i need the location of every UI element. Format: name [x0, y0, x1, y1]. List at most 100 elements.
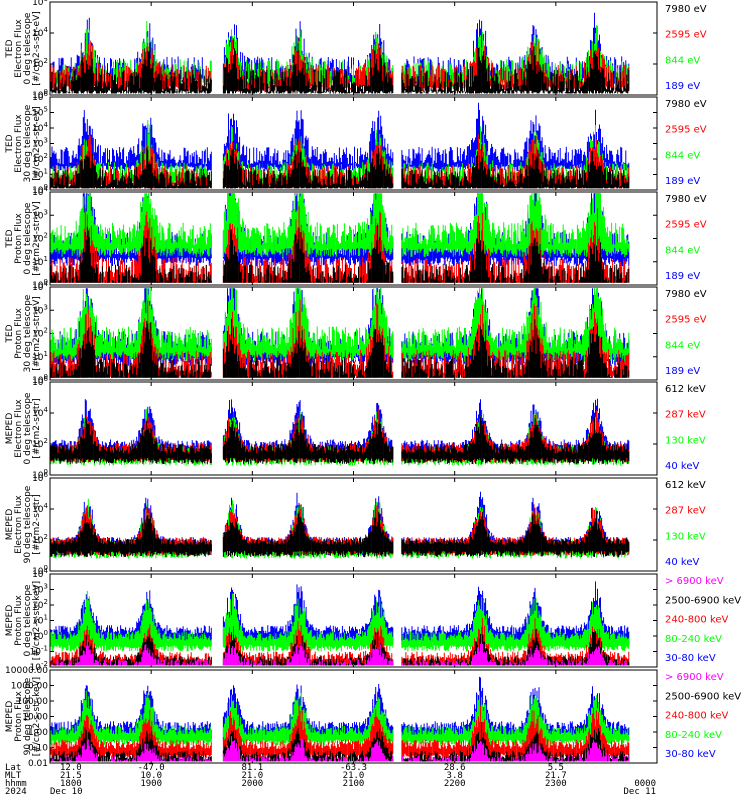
y-tick-label: 104	[32, 121, 48, 134]
mlt-label: MLT	[5, 771, 22, 781]
legend-entry: > 6900 keV	[665, 672, 724, 683]
y-tick-label: 106	[32, 471, 48, 484]
mlt-value: 21.0	[343, 771, 365, 781]
legend-entry: 240-800 keV	[665, 615, 729, 626]
legend-entry: 189 eV	[665, 176, 700, 187]
lat-value: -63.3	[340, 763, 367, 773]
y-axis-label: TEDProton Flux0 deg telescope[#/cm2-s-st…	[5, 201, 42, 276]
mlt-value: 10.0	[140, 771, 162, 781]
y-axis-label: TEDElectron Flux0 deg telescope[#/cm2-s-…	[5, 11, 42, 86]
y-tick-label: 101	[32, 614, 48, 627]
y-tick-label: 102	[32, 232, 48, 245]
y-tick-label: 1.00	[28, 728, 48, 738]
series-green	[50, 193, 630, 258]
legend-entry: 130 keV	[665, 531, 706, 542]
y-tick-label: 10000.00	[5, 666, 48, 676]
y-tick-label: 103	[32, 137, 48, 150]
y-tick-label: 101	[32, 168, 48, 181]
y-tick-label: 102	[32, 327, 48, 340]
legend-entry: 30-80 keV	[665, 749, 716, 760]
y-tick-label: 103	[32, 583, 48, 596]
y-tick-label: 10.00	[22, 713, 48, 723]
panel-8: 0.01 0.10 1.00 10.00 100.00 1000.00 10000.00ME…	[5, 666, 741, 769]
y-tick-label: 102	[32, 533, 48, 546]
y-tick-label: 102	[32, 598, 48, 611]
legend-entry: 40 keV	[665, 461, 699, 472]
legend-entry: 189 eV	[665, 366, 700, 377]
legend-entry: 40 keV	[665, 557, 699, 568]
legend-entry: 2595 eV	[665, 315, 707, 326]
y-tick-label: 104	[32, 502, 48, 515]
legend-entry: 130 keV	[665, 435, 706, 446]
series-magenta	[51, 639, 629, 666]
y-axis-label: MEPEDElectron Flux0 deg telescope[#/cm2-…	[5, 392, 42, 464]
y-axis-label: MEPEDProton Flux0 deg telescope[#/cm2-s-…	[5, 581, 42, 660]
legend-entry: 2500-6900 keV	[665, 595, 741, 606]
legend-entry: 844 eV	[665, 340, 700, 351]
y-tick-label: 102	[32, 57, 48, 70]
legend-entry: 189 eV	[665, 271, 700, 282]
mlt-value: 3.8	[447, 771, 463, 781]
date-value: Dec 11	[623, 787, 656, 797]
y-tick-label: 10-2	[30, 660, 48, 673]
y-tick-label: 104	[32, 567, 48, 580]
y-axis-label: MEPEDProton Flux90 deg telescope[#/cm2-s…	[5, 677, 42, 756]
y-tick-label: 100	[32, 564, 48, 577]
date-value: Dec 10	[50, 787, 83, 797]
lat-value: 5.5	[548, 763, 564, 773]
legend-entry: 7980 eV	[665, 4, 707, 15]
y-tick-label: 102	[32, 152, 48, 165]
legend-entry: 612 keV	[665, 480, 706, 491]
legend-entry: 2595 eV	[665, 125, 707, 136]
legend-entry: 7980 eV	[665, 194, 707, 205]
lat-value: 28.6	[444, 763, 466, 773]
y-tick-label: 10-1	[30, 645, 48, 658]
y-tick-label: 100	[32, 183, 48, 196]
legend-entry: 287 keV	[665, 506, 706, 517]
legend-entry: 240-800 keV	[665, 711, 729, 722]
mlt-value: 21.7	[545, 771, 567, 781]
y-tick-label: 105	[32, 106, 48, 119]
legend-entry: 844 eV	[665, 150, 700, 161]
y-tick-label: 103	[32, 208, 48, 221]
y-axis-label: TEDProton Flux30 deg telescope[#/cm2-s-s…	[5, 294, 42, 372]
legend-entry: 844 eV	[665, 245, 700, 256]
lat-value: 81.1	[241, 763, 263, 773]
hhmm-label: hhmm	[5, 779, 27, 789]
y-tick-label: 101	[32, 255, 48, 268]
y-tick-label: 102	[32, 437, 48, 450]
hhmm-value: 2000	[241, 779, 263, 789]
hhmm-value: 1900	[140, 779, 162, 789]
y-tick-label: 100.00	[17, 697, 49, 707]
series-black	[50, 510, 630, 557]
series-black	[50, 318, 630, 378]
hhmm-value: 2200	[444, 779, 466, 789]
legend-entry: 80-240 keV	[665, 730, 722, 741]
series-black	[50, 416, 630, 465]
y-axis-label: TEDElectron Flux30 deg telescope[#/cm2-s…	[5, 104, 42, 182]
y-tick-label: 100	[32, 468, 48, 481]
y-tick-label: 106	[32, 90, 48, 103]
hhmm-value: 2100	[343, 779, 365, 789]
lat-value: 12.0	[60, 763, 82, 773]
y-tick-label: 0.10	[28, 744, 48, 754]
legend-entry: 612 keV	[665, 384, 706, 395]
series-black	[50, 225, 630, 283]
panel-3: 100 101 102 103 104 TEDProton Flux0 deg teles…	[5, 185, 707, 291]
y-tick-label: 104	[32, 406, 48, 419]
legend-entry: 30-80 keV	[665, 653, 716, 664]
legend-entry: 7980 eV	[665, 289, 707, 300]
legend-entry: 844 eV	[665, 55, 700, 66]
y-tick-label: 106	[32, 0, 48, 8]
lat-value: -47.0	[138, 763, 165, 773]
legend-entry: 189 eV	[665, 81, 700, 92]
hhmm-value: 0000	[634, 779, 656, 789]
legend-entry: 7980 eV	[665, 99, 707, 110]
series-black	[50, 42, 630, 94]
y-tick-label: 104	[32, 185, 48, 198]
legend-entry: 2595 eV	[665, 220, 707, 231]
